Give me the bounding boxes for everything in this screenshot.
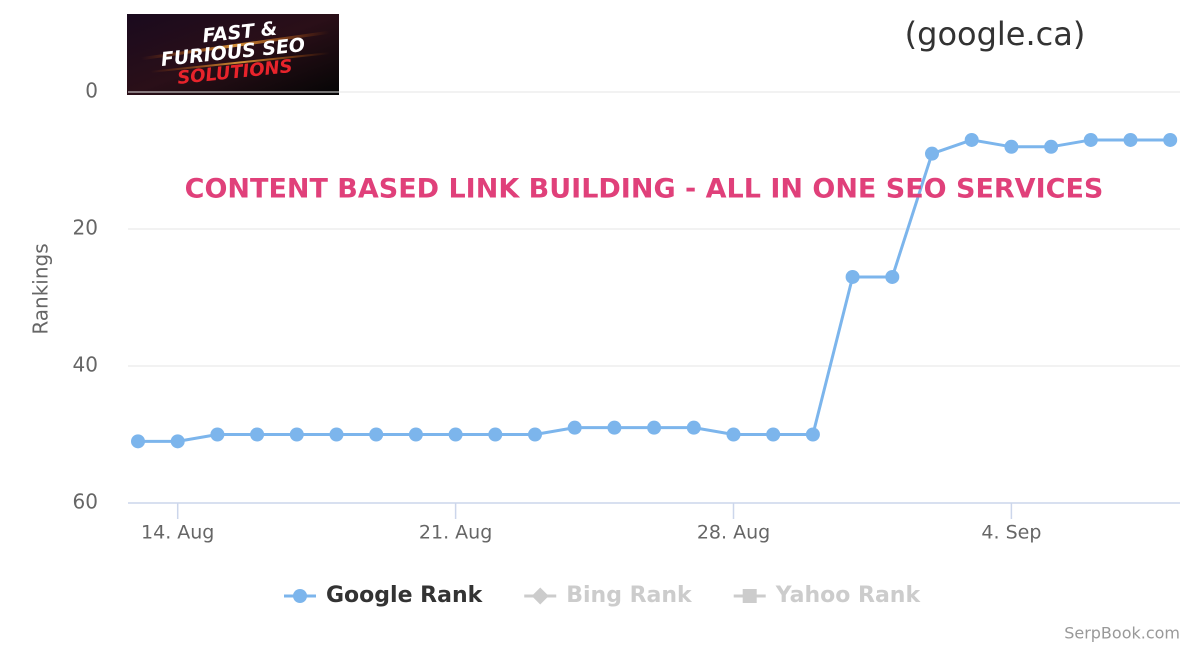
x-tick-label: 4. Sep xyxy=(981,522,1041,544)
data-point xyxy=(766,427,781,442)
data-point xyxy=(1004,139,1019,154)
data-point xyxy=(647,420,662,435)
data-point xyxy=(369,427,384,442)
data-point xyxy=(805,427,820,442)
data-point xyxy=(726,427,741,442)
data-point xyxy=(488,427,503,442)
data-point xyxy=(210,427,225,442)
subtitle: (google.ca) xyxy=(905,15,1086,53)
data-point xyxy=(289,427,304,442)
y-tick-label: 60 xyxy=(73,490,98,514)
data-point xyxy=(567,420,582,435)
legend-label: Yahoo Rank xyxy=(775,583,922,608)
data-point xyxy=(528,427,542,442)
data-point xyxy=(250,427,265,442)
x-tick-label: 28. Aug xyxy=(697,522,770,544)
y-tick-label: 20 xyxy=(73,216,98,240)
data-point xyxy=(131,434,145,449)
data-point xyxy=(1123,132,1138,147)
legend-item[interactable]: Bing Rank xyxy=(524,583,693,608)
data-point xyxy=(329,427,344,442)
y-tick-label: 0 xyxy=(85,79,98,103)
credits: SerpBook.com xyxy=(1064,624,1180,643)
data-point xyxy=(1083,132,1098,147)
legend-symbol xyxy=(742,589,757,603)
x-tick-label: 14. Aug xyxy=(141,522,214,544)
data-point xyxy=(925,146,939,161)
legend-item[interactable]: Google Rank xyxy=(284,583,484,608)
data-point xyxy=(1163,132,1178,147)
data-point xyxy=(845,269,860,284)
legend-symbol xyxy=(531,587,549,605)
data-point xyxy=(408,427,423,442)
y-tick-label: 40 xyxy=(73,353,98,377)
legend-label: Bing Rank xyxy=(566,583,693,608)
legend-label: Google Rank xyxy=(326,583,484,608)
y-axis-label: Rankings xyxy=(29,243,53,334)
data-point xyxy=(885,269,900,284)
legend-symbol xyxy=(293,589,307,603)
logo: FAST & FURIOUS SEO SOLUTIONS xyxy=(127,14,339,95)
x-tick-label: 21. Aug xyxy=(419,522,492,544)
data-point xyxy=(686,420,701,435)
data-point xyxy=(1044,139,1059,154)
data-point xyxy=(964,132,979,147)
data-point xyxy=(607,420,622,435)
data-point xyxy=(170,434,185,449)
legend-item[interactable]: Yahoo Rank xyxy=(733,583,922,608)
data-point xyxy=(448,427,463,442)
annotation: CONTENT BASED LINK BUILDING - ALL IN ONE… xyxy=(185,174,1104,205)
